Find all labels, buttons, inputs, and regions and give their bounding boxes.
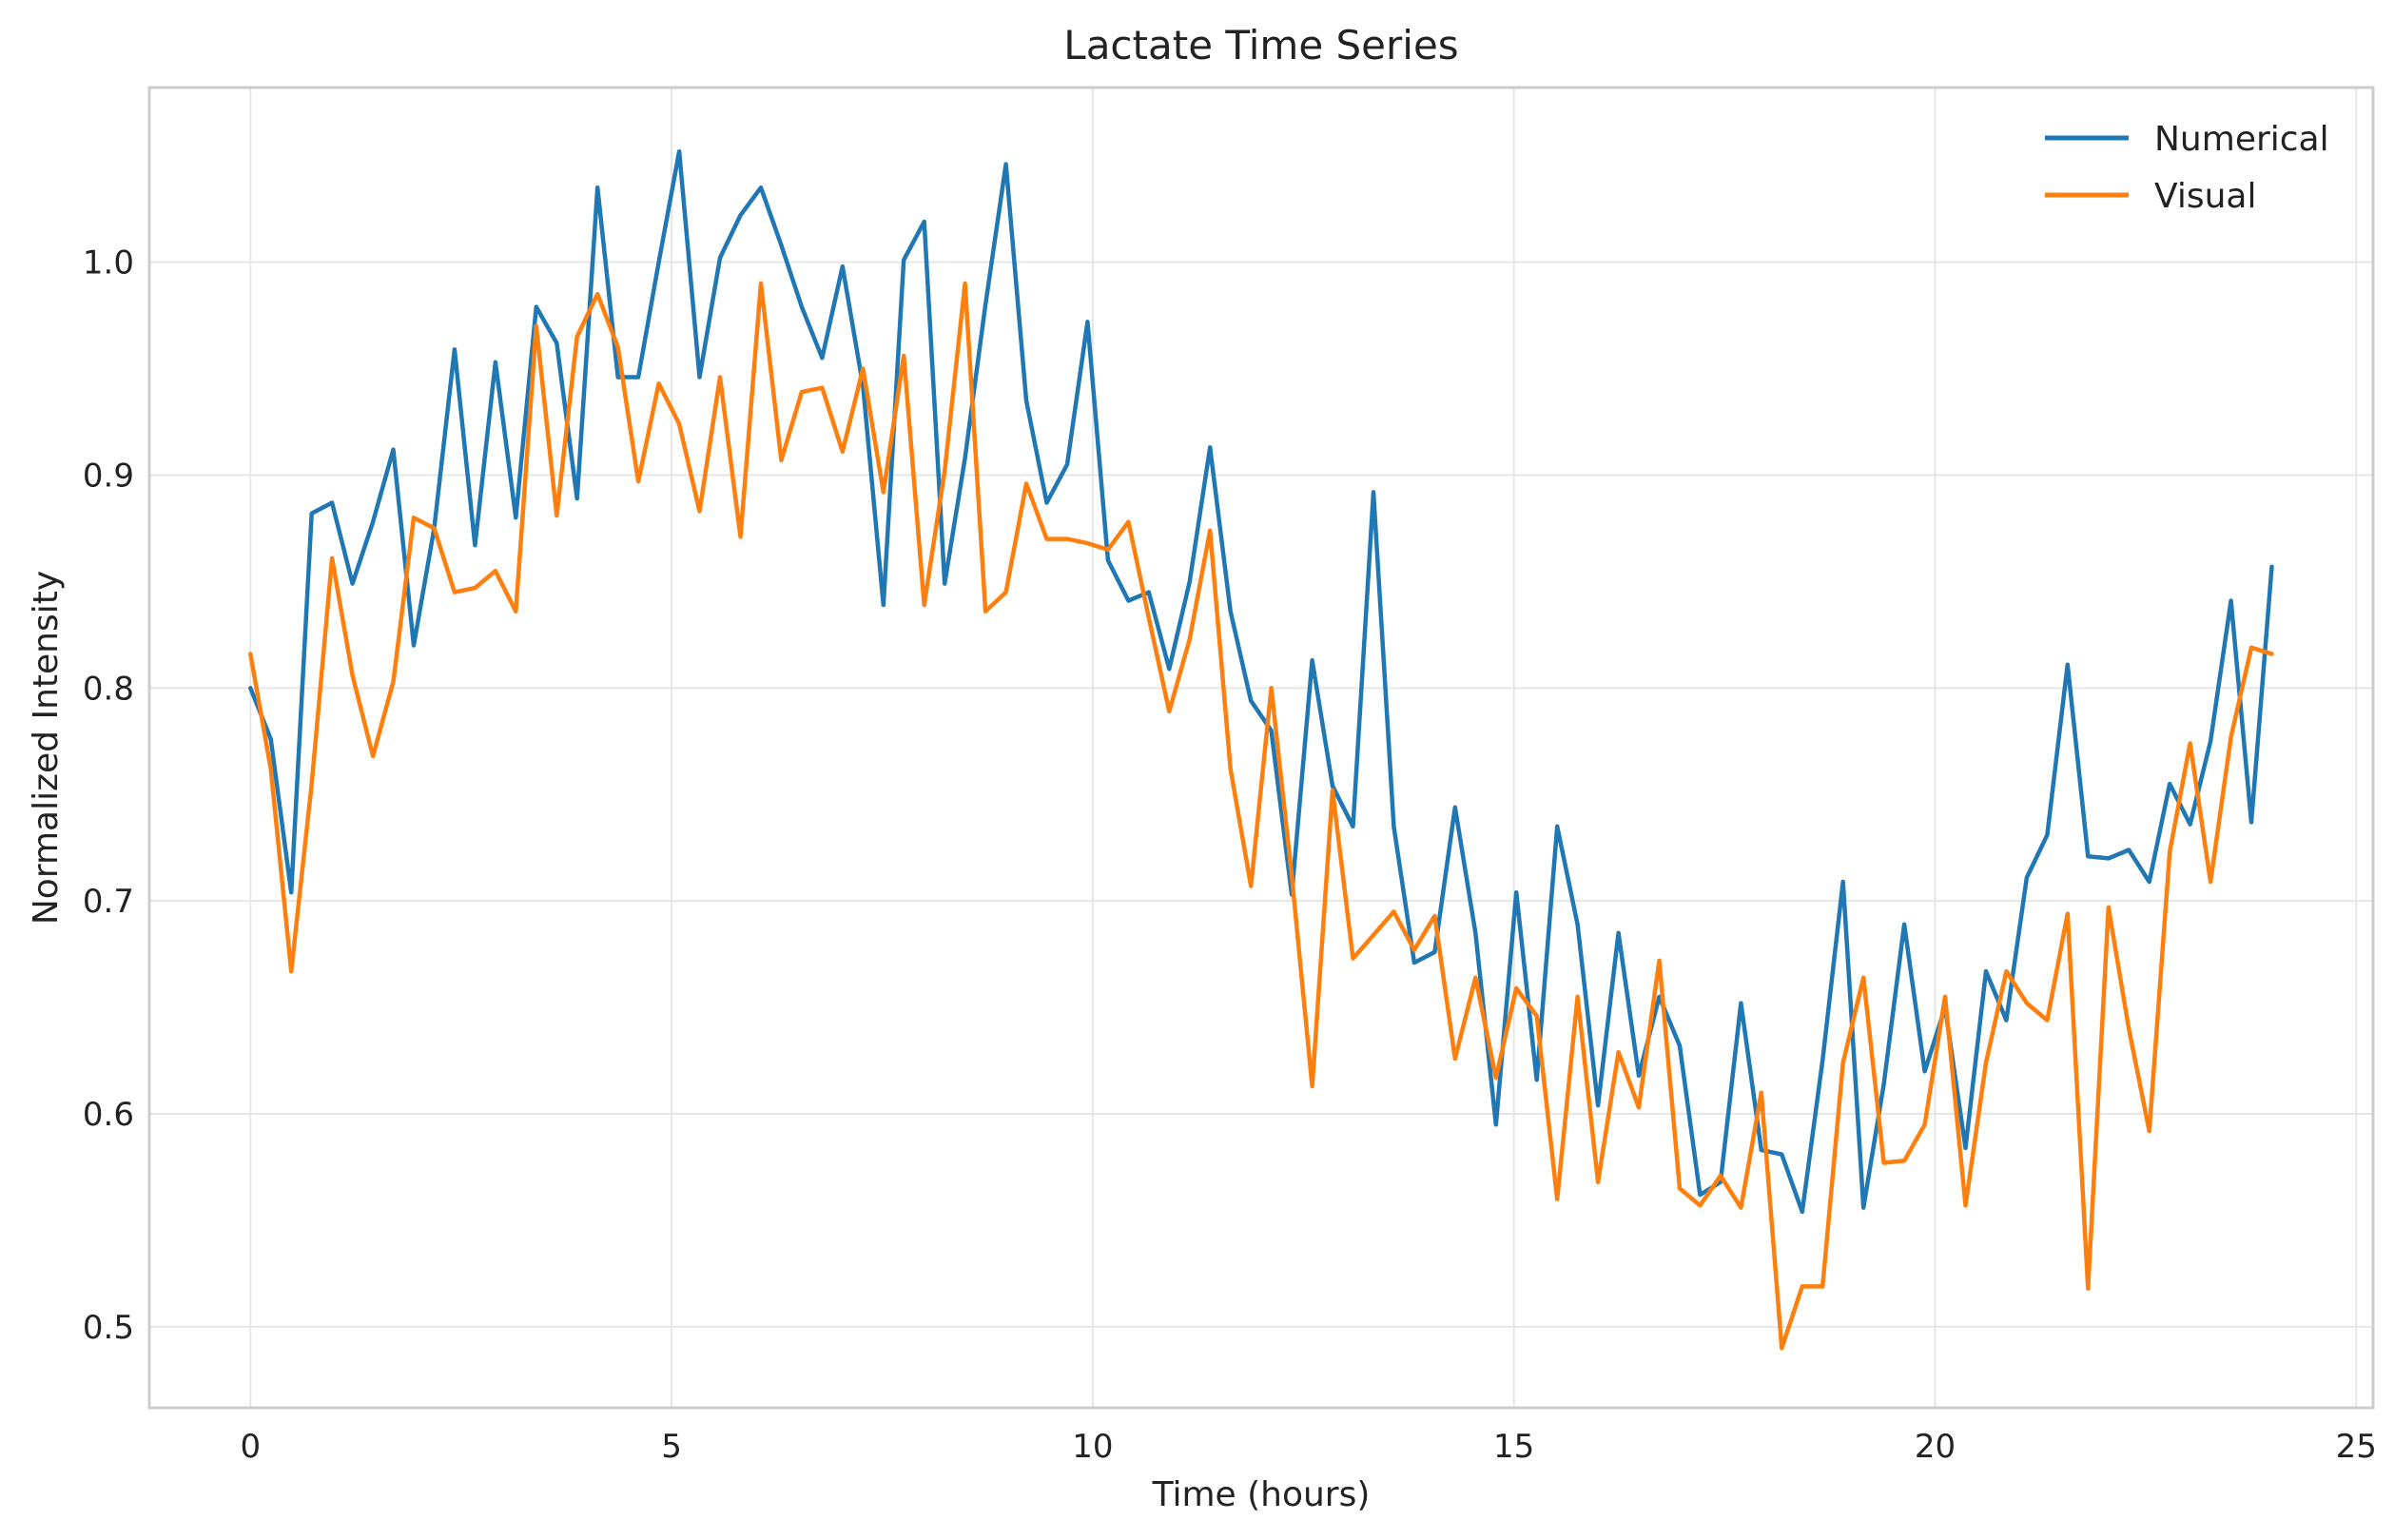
plot-frame	[147, 86, 2375, 1410]
series-lines	[248, 148, 2274, 1351]
x-tick-label: 25	[2336, 1428, 2377, 1466]
legend-label: Numerical	[2154, 120, 2329, 159]
chart-title: Lactate Time Series	[1063, 22, 1458, 68]
x-tick-label: 15	[1493, 1428, 1534, 1466]
y-tick-label: 0.7	[83, 883, 134, 921]
x-axis-label: Time (hours)	[1152, 1475, 1371, 1514]
y-axis-label: Normalized Intensity	[27, 571, 66, 925]
y-tick-label: 1.0	[83, 244, 134, 283]
legend: Numerical Visual	[2045, 120, 2329, 216]
y-tick-label: 0.9	[83, 457, 134, 495]
series-line-numerical	[248, 148, 2274, 1215]
x-tick-label: 10	[1072, 1428, 1113, 1466]
x-tick-label: 20	[1915, 1428, 1956, 1466]
x-tick-label: 5	[661, 1428, 682, 1466]
legend-item-numerical: Numerical	[2045, 120, 2329, 159]
tick-labels: 0 5 10 15 20 25 0.5 0.6 0.7 0.8 0.9 1.0	[83, 244, 2377, 1466]
y-tick-label: 0.5	[83, 1309, 134, 1347]
y-tick-label: 0.8	[83, 670, 134, 708]
y-tick-label: 0.6	[83, 1096, 134, 1134]
series-line-visual	[248, 281, 2274, 1351]
x-tick-label: 0	[240, 1428, 261, 1466]
legend-item-visual: Visual	[2045, 177, 2256, 216]
legend-label: Visual	[2154, 177, 2256, 216]
